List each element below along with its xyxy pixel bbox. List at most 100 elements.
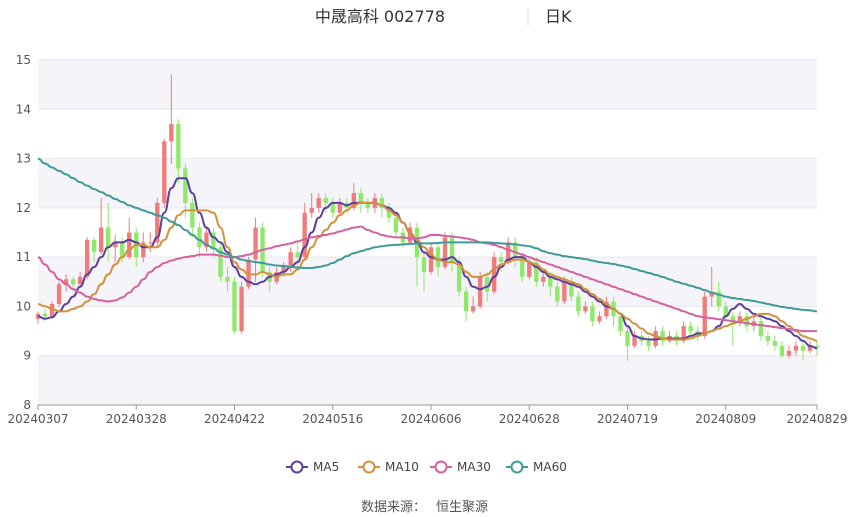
y-tick-label: 9 — [23, 349, 31, 363]
candle-body — [590, 306, 595, 322]
candle-body — [288, 252, 293, 267]
candle-body — [499, 257, 504, 263]
candle-body — [576, 296, 581, 312]
candle-body — [625, 331, 630, 346]
legend-swatch-marker — [362, 460, 376, 474]
candle-body — [435, 247, 441, 267]
candle-body — [744, 316, 749, 327]
candle-body — [316, 198, 321, 208]
x-tick-label: 20240829 — [786, 412, 847, 426]
candle-body — [77, 276, 83, 285]
candle-body — [765, 336, 771, 341]
candle-body — [463, 291, 469, 312]
candle-body — [98, 227, 104, 253]
candle-body — [393, 217, 399, 233]
candle-body — [428, 247, 434, 272]
candle-body — [49, 303, 55, 317]
candle-body — [527, 262, 532, 277]
y-tick-label: 12 — [16, 201, 31, 215]
candle-body — [358, 193, 364, 203]
candle-body — [660, 331, 665, 341]
candle-body — [442, 237, 448, 267]
candle-body — [218, 247, 223, 277]
candle-body — [84, 239, 90, 277]
grid-lines — [38, 59, 817, 406]
candle-body — [800, 345, 806, 351]
legend[interactable]: MA5 MA10 MA30 MA60 — [286, 460, 567, 474]
plot-band — [38, 355, 817, 405]
legend-swatch-marker — [510, 460, 524, 474]
candle-body — [604, 301, 609, 317]
legend-item-ma5[interactable]: MA5 — [286, 460, 339, 474]
ma-line-ma60 — [37, 157, 818, 313]
candle-body — [337, 202, 342, 213]
legend-item-ma10[interactable]: MA10 — [358, 460, 419, 474]
candle-body — [541, 276, 546, 282]
candle-body — [470, 306, 476, 312]
candle-body — [407, 227, 413, 243]
candle-body — [520, 257, 525, 277]
x-tick-label: 20240328 — [106, 412, 167, 426]
candle-body — [716, 291, 721, 307]
x-tick-label: 20240719 — [597, 412, 658, 426]
candle-body — [688, 326, 693, 332]
chart-period: 日K — [545, 7, 572, 26]
candle-body — [583, 306, 588, 312]
legend-item-ma30[interactable]: MA30 — [430, 460, 491, 474]
ma-line-ma30 — [37, 225, 817, 333]
x-axis-ticks: 20240307 20240328 20240422 20240516 20240606… — [7, 405, 848, 426]
legend-item-ma60[interactable]: MA60 — [506, 460, 567, 474]
candle-body — [562, 281, 567, 302]
moving-average-lines — [37, 157, 818, 350]
candle-body — [239, 286, 244, 332]
legend-label: MA30 — [457, 460, 491, 474]
candle-body — [42, 313, 48, 317]
y-tick-label: 14 — [16, 102, 31, 116]
candle-body — [148, 242, 153, 244]
source-name: 恒生聚源 — [436, 500, 488, 515]
candle-body — [449, 237, 455, 263]
candle-body — [176, 124, 181, 169]
candle-body — [225, 276, 230, 282]
candle-body — [204, 232, 209, 248]
x-tick-label: 20240307 — [7, 412, 68, 426]
candle-body — [106, 227, 111, 248]
candle-body — [681, 326, 686, 341]
candle-body — [456, 262, 462, 292]
y-axis-ticks: 8 9 10 11 12 13 14 15 — [16, 53, 31, 412]
candle-body — [63, 279, 69, 285]
candle-body — [758, 321, 764, 336]
candle-body — [365, 202, 371, 208]
candle-body — [484, 276, 490, 292]
candle-body — [253, 227, 258, 260]
plot-band — [38, 158, 817, 208]
plot-band — [38, 257, 817, 307]
candle-body — [281, 267, 286, 272]
candle-body — [597, 316, 602, 322]
candle-body — [730, 316, 735, 322]
candle-body — [513, 242, 518, 258]
x-tick-label: 20240628 — [499, 412, 560, 426]
candle-body — [618, 316, 623, 332]
candle-body — [190, 202, 195, 228]
candle-body — [379, 198, 385, 208]
y-tick-label: 8 — [23, 398, 31, 412]
y-tick-label: 11 — [16, 250, 31, 264]
candle-body — [421, 257, 427, 272]
candle-body — [323, 198, 328, 203]
legend-label: MA60 — [533, 460, 567, 474]
y-tick-label: 13 — [16, 152, 31, 166]
candle-body — [56, 284, 62, 304]
candle-body — [295, 252, 300, 258]
candle-body — [309, 207, 314, 213]
ma-line-ma10 — [37, 201, 818, 342]
candle-body — [709, 291, 714, 297]
candle-body — [632, 336, 637, 346]
candle-body — [779, 345, 785, 356]
candle-body — [169, 124, 174, 142]
candle-body — [772, 340, 778, 346]
candle-body — [302, 212, 307, 258]
candle-body — [548, 276, 553, 287]
candle-body — [183, 168, 188, 203]
